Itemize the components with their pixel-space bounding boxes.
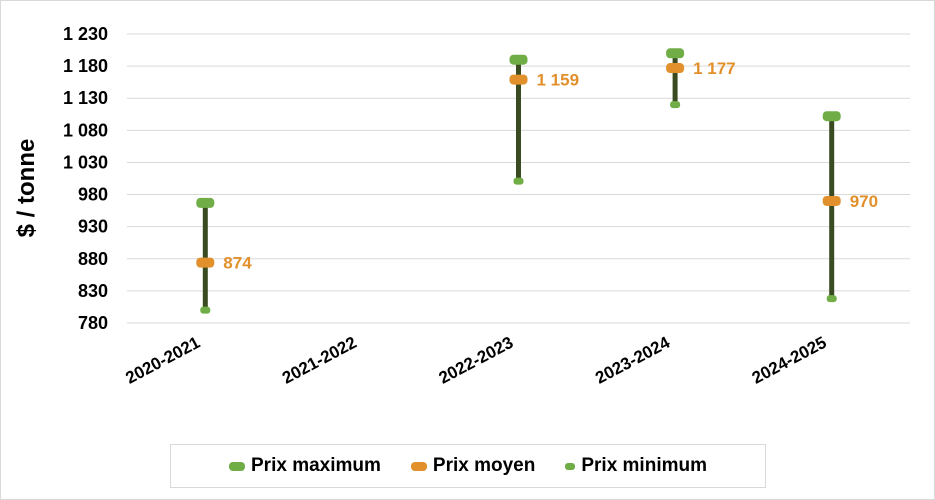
mean-data-label: 874 [223, 254, 252, 273]
y-tick-label: 1 030 [63, 152, 108, 172]
mean-data-label: 1 159 [537, 71, 580, 90]
mean-data-label: 970 [850, 192, 878, 211]
x-tick-label: 2020-2021 [122, 333, 203, 388]
y-tick-label: 1 230 [63, 24, 108, 44]
mean-marker [666, 63, 685, 74]
legend-swatch-min [565, 462, 576, 470]
y-tick-label: 1 080 [63, 120, 108, 140]
min-marker [200, 306, 211, 314]
y-tick-label: 830 [78, 281, 108, 301]
x-tick-label: 2022-2023 [436, 333, 517, 388]
data-marks: 874 1 159 1 177 970 [196, 48, 878, 314]
y-tick-label: 1 130 [63, 88, 108, 108]
x-tick-label: 2023-2024 [592, 333, 673, 388]
x-tick-label: 2024-2025 [749, 333, 830, 388]
legend-label-mean: Prix moyen [432, 455, 536, 476]
x-axis-ticks: 2020-2021 2021-2022 2022-2023 2023-2024 2024… [122, 333, 829, 388]
mean-marker [196, 257, 215, 268]
min-marker [513, 177, 524, 185]
y-tick-label: 1 180 [63, 56, 108, 76]
legend-label-max: Prix maximum [251, 455, 381, 476]
mean-data-label: 1 177 [693, 59, 736, 78]
y-tick-label: 880 [78, 249, 108, 269]
mean-marker [822, 195, 841, 206]
max-marker [666, 48, 685, 59]
legend: Prix maximum Prix moyen Prix minimum [170, 444, 766, 488]
x-tick-label: 2021-2022 [279, 333, 360, 388]
legend-item-max: Prix maximum [229, 455, 381, 477]
legend-item-mean: Prix moyen [410, 455, 536, 477]
y-tick-label: 930 [78, 217, 108, 237]
min-marker [670, 101, 681, 109]
max-marker [196, 197, 215, 208]
max-marker [822, 111, 841, 122]
min-marker [826, 295, 837, 303]
legend-swatch-max [229, 461, 245, 471]
y-tick-label: 780 [78, 313, 108, 333]
legend-swatch-mean [410, 461, 427, 471]
max-marker [509, 54, 528, 65]
y-axis-ticks: 780 830 880 930 980 1 030 1 080 1 130 1 180 1 230 [63, 24, 108, 333]
legend-item-min: Prix minimum [565, 455, 707, 477]
y-axis-title: $ / tonne [13, 139, 40, 238]
y-tick-label: 980 [78, 185, 108, 205]
mean-marker [509, 74, 528, 85]
legend-label-min: Prix minimum [581, 455, 707, 476]
